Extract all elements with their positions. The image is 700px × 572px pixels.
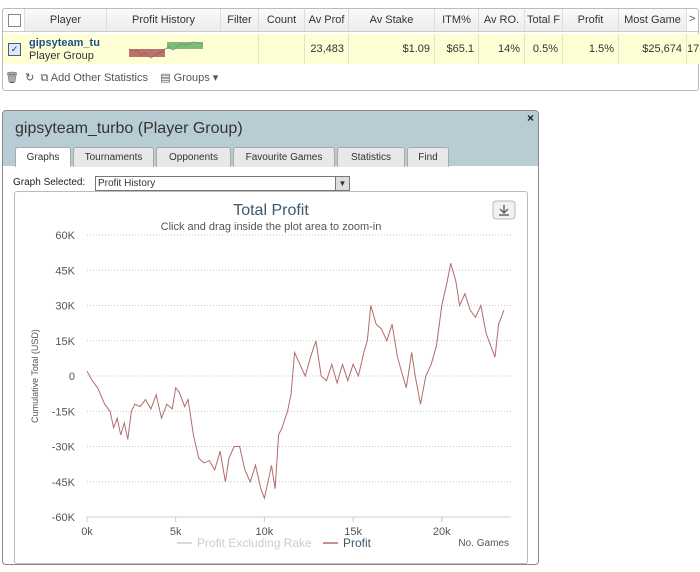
x-tick-label: 5k	[170, 526, 182, 538]
sparkline	[129, 41, 204, 59]
stat-cell: $65.1	[435, 34, 479, 64]
legend-label[interactable]: Profit Excluding Rake	[197, 536, 312, 550]
add-stats-label: Add Other Statistics	[50, 72, 148, 84]
y-axis-label: Cumulative Total (USD)	[30, 329, 40, 423]
x-tick-label: 15k	[344, 526, 362, 538]
stats-grid: Player Profit History Filter Count Av Prof Av…	[2, 8, 700, 91]
dialog-title: gipsyteam_turbo (Player Group)	[15, 120, 243, 137]
column-header[interactable]: ITM%	[435, 9, 479, 31]
y-tick-label: -45K	[52, 477, 76, 489]
delete-icon[interactable]: 🗑	[5, 72, 19, 84]
tab[interactable]: Favourite Games	[233, 147, 335, 167]
column-header[interactable]: Filter	[221, 9, 259, 31]
graph-selected-label: Graph Selected:	[13, 177, 86, 188]
column-header[interactable]: Total F	[525, 9, 563, 31]
column-header[interactable]: Count	[259, 9, 305, 31]
y-tick-label: -60K	[52, 512, 76, 524]
select-arrow: ▼	[335, 177, 349, 190]
x-tick-label: 20k	[433, 526, 451, 538]
y-tick-label: 60K	[55, 230, 75, 242]
y-tick-label: 15K	[55, 336, 75, 348]
stat-cell: 17	[687, 34, 700, 64]
x-tick-label: 0k	[81, 526, 93, 538]
export-icon	[499, 205, 509, 216]
y-tick-label: 0	[69, 371, 75, 383]
stat-cell: 23,483	[305, 34, 349, 64]
x-axis-label: No. Games	[458, 538, 509, 549]
sparkline-loss	[129, 49, 165, 57]
tab[interactable]: Graphs	[15, 147, 71, 167]
graph-select[interactable]: Profit History ▼	[95, 176, 350, 191]
y-tick-label: 30K	[55, 301, 75, 313]
x-tick-label: 10k	[256, 526, 274, 538]
stat-cell: $1.09	[349, 34, 435, 64]
tab[interactable]: Find	[407, 147, 449, 167]
stat-cell: 1.5%	[563, 34, 619, 64]
chart-subtitle: Click and drag inside the plot area to z…	[161, 221, 382, 233]
player-name[interactable]: gipsyteam_tu	[29, 37, 100, 49]
toolbar: 🗑 ↻ ⧉ Add Other Statistics ▤ Groups ▾	[5, 69, 218, 87]
row-checkbox[interactable]: ✓	[8, 43, 21, 56]
filter-cell	[259, 34, 305, 64]
refresh-icon[interactable]: ↻	[25, 72, 35, 84]
player-type: Player Group	[29, 50, 94, 62]
legend-label[interactable]: Profit	[343, 536, 372, 550]
close-button[interactable]: ×	[527, 111, 535, 125]
column-header[interactable]: Most Game	[619, 9, 687, 31]
column-header[interactable]: Av RO.	[479, 9, 525, 31]
header-checkbox-cell	[3, 9, 25, 31]
column-header[interactable]: Profit History	[107, 9, 221, 31]
column-header[interactable]: Av Stake	[349, 9, 435, 31]
stat-cell: $25,674	[619, 34, 687, 64]
scroll-right[interactable]: >	[689, 13, 696, 25]
sparkline-gain	[167, 42, 203, 49]
stat-cell: 0.5%	[525, 34, 563, 64]
column-header[interactable]: Profit	[563, 9, 619, 31]
chart-title: Total Profit	[233, 202, 309, 219]
groups-label: Groups	[173, 72, 210, 84]
profit-line	[86, 263, 505, 500]
stat-cell: 14%	[479, 34, 525, 64]
y-tick-label: 45K	[55, 265, 75, 277]
tab[interactable]: Statistics	[337, 147, 405, 167]
player-dialog: gipsyteam_turbo (Player Group) × Graph S…	[2, 110, 539, 565]
header-row	[3, 9, 698, 32]
chart-frame	[14, 191, 528, 564]
tab[interactable]: Tournaments	[73, 147, 154, 167]
graph-select-value: Profit History	[98, 178, 156, 189]
add-stats-button[interactable]: ⧉ Add Other Statistics	[40, 72, 148, 84]
column-header[interactable]: Av Prof	[305, 9, 349, 31]
y-tick-label: -30K	[52, 442, 76, 454]
tab[interactable]: Opponents	[156, 147, 231, 167]
column-header[interactable]: Player	[25, 9, 107, 31]
chart: Total Profit Click and drag inside the pl…	[30, 200, 516, 550]
y-tick-label: -15K	[52, 406, 76, 418]
groups-button[interactable]: ▤ Groups ▾	[160, 72, 219, 84]
select-all-checkbox[interactable]	[8, 14, 21, 27]
